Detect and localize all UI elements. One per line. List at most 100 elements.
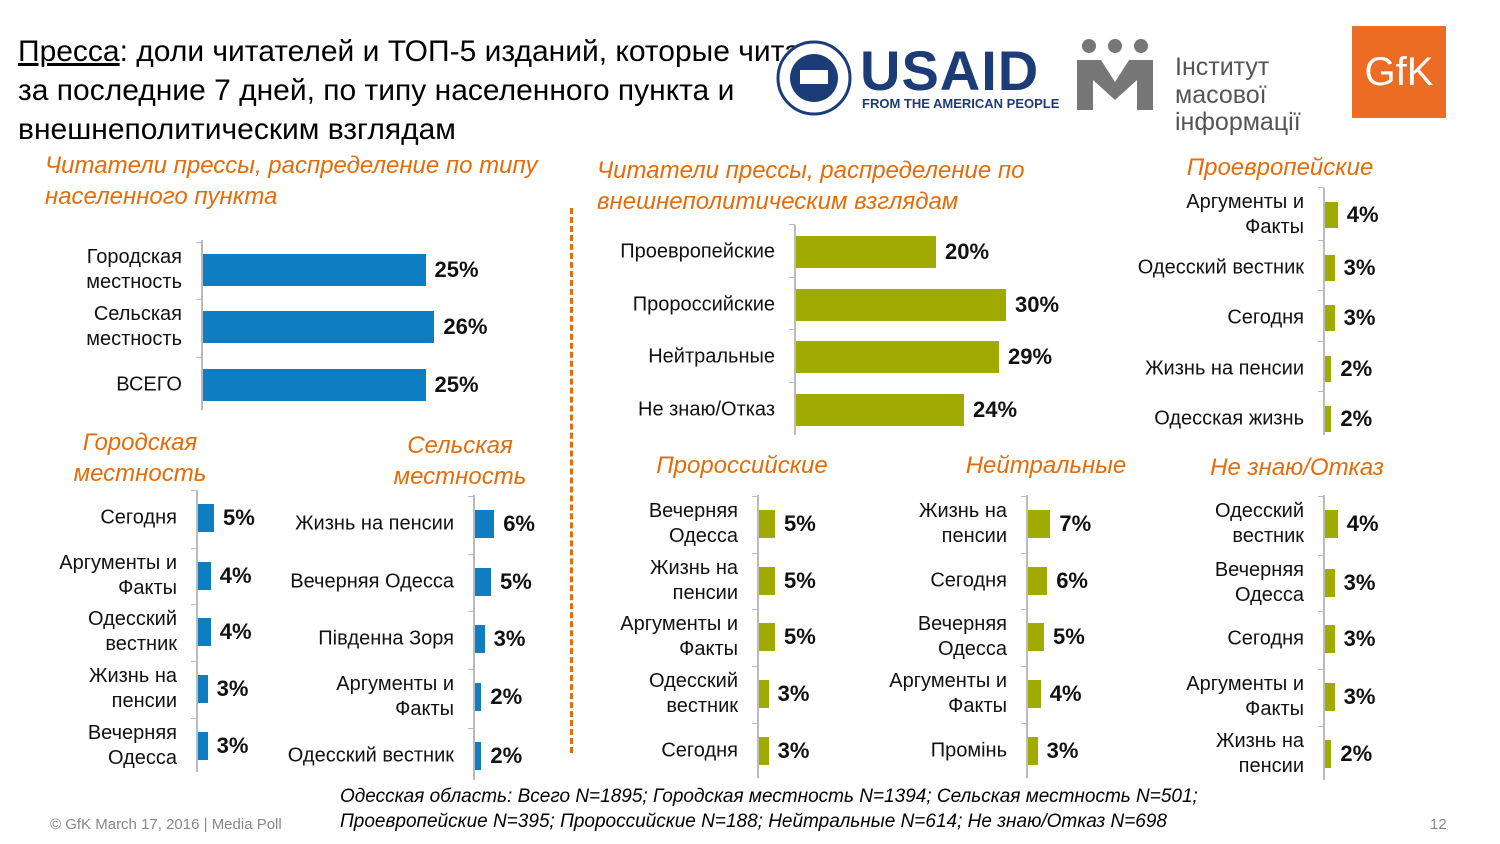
value-label: 4% [1346,202,1379,227]
tick-mark [1021,666,1027,667]
gfk-logo: GfK [1352,26,1446,118]
bar [475,683,482,711]
bar [1325,356,1332,382]
tick-mark [752,609,758,610]
tick-mark [196,299,202,300]
axis-line [196,490,198,772]
axis-line [1026,495,1028,778]
bar [1325,510,1338,538]
imi-icon [1077,39,1153,110]
bar [1325,305,1335,331]
imi-logo: Інститут масової інформації [1175,53,1301,136]
value-label: 5% [223,505,255,530]
bar [796,289,1006,321]
category-label: Сегодня [1227,627,1304,650]
bar [1028,680,1041,708]
note-line: Одесская область: Всего N=1895; Городска… [340,786,1198,807]
tick-mark [468,611,474,612]
value-label: 3% [493,626,526,651]
bar [1325,406,1332,432]
bar [759,623,775,651]
category-label: Вечерняя Одесса [290,570,454,593]
tick-mark [752,723,758,724]
tick-mark [468,496,474,497]
category-label: Жизнь на пенсии [1145,357,1304,380]
category-label: Аргументы и Факты [889,670,1007,717]
axis-line [794,225,796,435]
category-label: Аргументы и Факты [59,552,177,599]
category-label: Вечерняя Одесса [917,613,1007,660]
bar [203,369,426,401]
tick-mark [196,357,202,358]
category-label: ВСЕГО [116,373,182,396]
value-label: 6% [503,511,535,536]
category-label: Одесский вестник [648,670,738,717]
bar [1325,683,1335,711]
category-label: Жизнь на пенсии [1216,730,1304,777]
usaid-tagline: FROM THE AMERICAN PEOPLE [862,96,1060,111]
value-label: 24% [973,397,1018,422]
value-label: 3% [1343,305,1376,330]
bar [796,236,936,268]
tick-mark [191,548,197,549]
category-label: Вечерняя Одесса [1214,559,1304,606]
value-label: 29% [1008,344,1053,369]
tick-mark [1021,723,1027,724]
category-label: Городская местность [86,246,182,293]
value-label: 5% [1053,624,1085,649]
tick-mark [789,224,795,225]
category-label: Жизнь на пенсии [89,665,177,712]
bar [1028,510,1051,538]
value-label: 2% [490,684,523,709]
tick-mark [468,669,474,670]
divider [570,208,573,753]
category-label: Аргументы и Факты [620,613,738,660]
axis-line [1323,188,1325,435]
bar [1325,625,1335,653]
category-label: Жизнь на пенсии [295,512,454,535]
tick-mark [1318,391,1324,392]
value-label: 5% [784,568,816,593]
value-label: 3% [1343,255,1376,280]
value-label: 4% [1346,511,1379,536]
value-label: 6% [1056,568,1088,593]
value-label: 3% [1343,570,1376,595]
value-label: 3% [1343,684,1376,709]
usaid-text: USAID [860,39,1040,102]
category-label: Сегодня [930,569,1007,592]
value-label: 25% [434,257,479,282]
tick-mark [1021,496,1027,497]
category-label: Сегодня [1227,306,1304,329]
category-label: Промінь [930,739,1007,762]
value-label: 2% [1340,741,1373,766]
category-label: Одесский вестник [1137,256,1304,279]
bar [1028,623,1044,651]
bar [475,510,495,538]
value-label: 26% [443,314,488,339]
value-label: 3% [216,676,249,701]
tick-mark [196,242,202,243]
value-label: 25% [434,372,479,397]
tick-mark [1318,240,1324,241]
bar [1325,255,1335,281]
category-label: Аргументы и Факты [336,673,454,720]
value-label: 7% [1059,511,1092,536]
axis-line [757,495,759,778]
tick-mark [789,382,795,383]
tick-mark [1318,669,1324,670]
value-label: 5% [500,569,532,594]
category-label: Одесский вестник [1214,500,1304,547]
note-line: Проевропейские N=395; Пророссийские N=18… [340,810,1167,832]
category-label: Сегодня [100,506,177,529]
chart-title: Читатели прессы, распределение по внешне… [597,157,1025,216]
tick-mark [789,329,795,330]
tick-mark [1318,341,1324,342]
category-label: Одесская жизнь [1154,407,1304,430]
chart-title: Проевропейские [1186,154,1374,181]
bar [796,341,999,373]
value-label: 3% [777,738,810,763]
value-label: 4% [1049,681,1082,706]
value-label: 5% [784,624,816,649]
chart-title: Сельская местность [393,432,527,491]
